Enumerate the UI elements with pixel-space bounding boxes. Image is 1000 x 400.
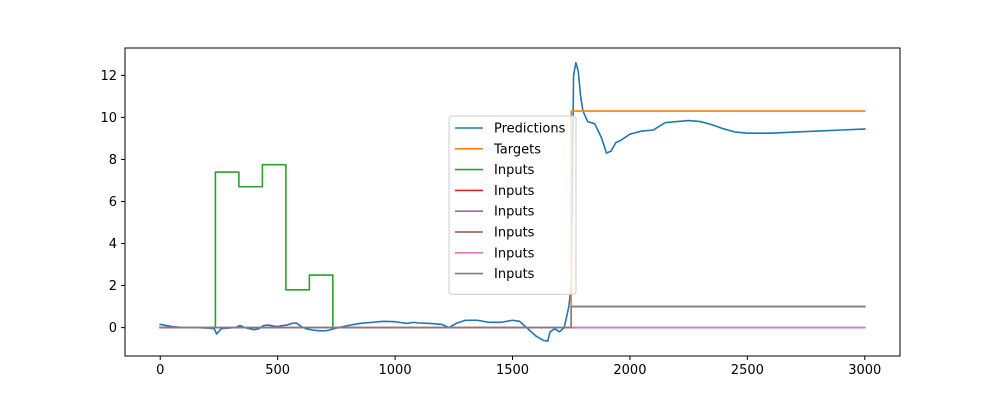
series-layer bbox=[159, 61, 866, 343]
series-line-3-inputs bbox=[159, 163, 866, 329]
legend-label: Inputs bbox=[494, 267, 535, 282]
x-tick-label: 500 bbox=[265, 363, 290, 378]
x-tick-label: 1000 bbox=[379, 363, 412, 378]
y-axis: 0 2 4 6 8 10 12 bbox=[100, 69, 125, 336]
x-tick-label: 0 bbox=[156, 363, 164, 378]
y-tick-label: 0 bbox=[109, 321, 117, 336]
legend-label: Inputs bbox=[494, 226, 535, 241]
series-line-8-inputs bbox=[159, 305, 866, 329]
y-tick-label: 8 bbox=[109, 153, 117, 168]
legend-label: Targets bbox=[493, 142, 541, 157]
x-tick-label: 2000 bbox=[613, 363, 646, 378]
series-line-6-inputs bbox=[159, 305, 866, 329]
legend-label: Predictions bbox=[494, 122, 566, 137]
legend-label: Inputs bbox=[494, 205, 535, 220]
x-tick-label: 1500 bbox=[496, 363, 529, 378]
x-axis: 0 500 1000 1500 2000 2500 3000 bbox=[156, 356, 881, 378]
legend: Predictions Targets Inputs Inputs Inputs Inpu… bbox=[448, 115, 577, 295]
y-tick-label: 2 bbox=[109, 279, 117, 294]
y-tick-label: 12 bbox=[100, 69, 117, 84]
x-tick-label: 3000 bbox=[848, 363, 881, 378]
legend-box bbox=[448, 115, 577, 295]
legend-label: Inputs bbox=[494, 184, 535, 199]
y-tick-label: 6 bbox=[109, 195, 117, 210]
legend-label: Inputs bbox=[494, 246, 535, 261]
y-tick-label: 10 bbox=[100, 111, 117, 126]
legend-label: Inputs bbox=[494, 163, 535, 178]
y-tick-label: 4 bbox=[109, 237, 117, 252]
x-tick-label: 2500 bbox=[731, 363, 764, 378]
